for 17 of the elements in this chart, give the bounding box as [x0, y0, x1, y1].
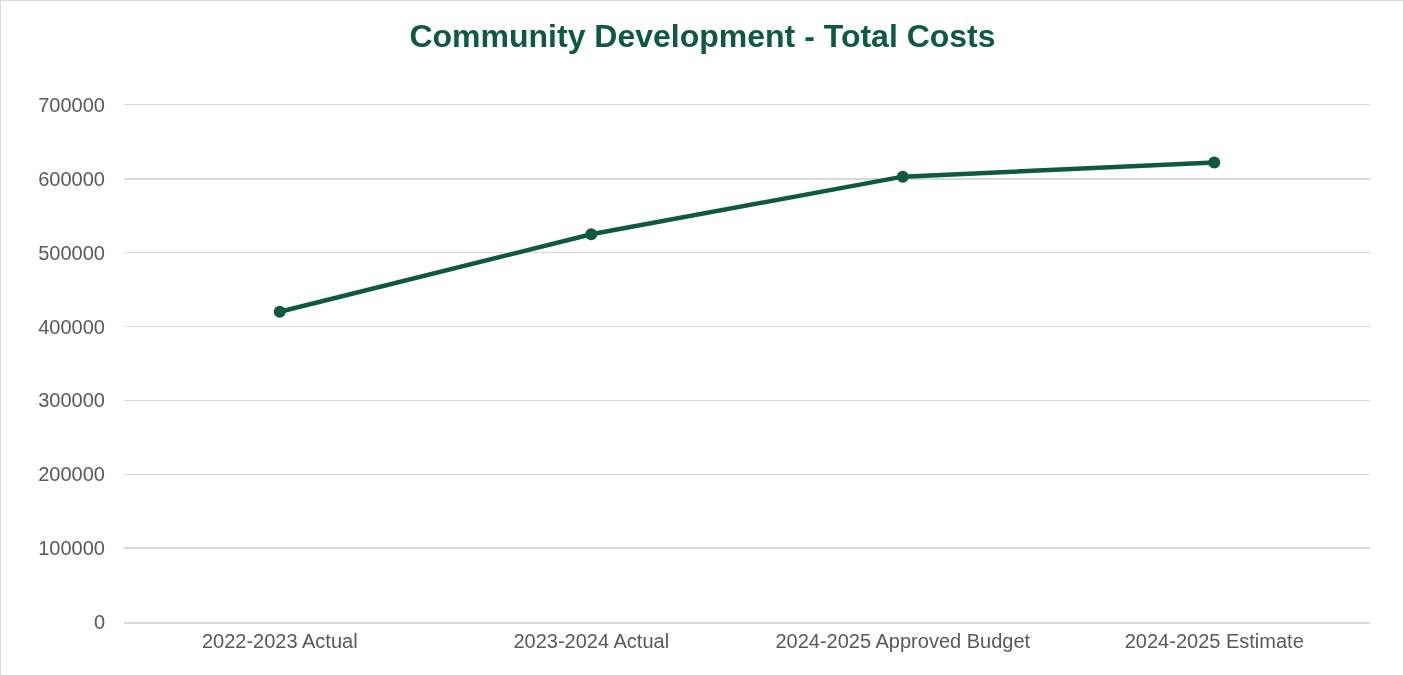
point — [273, 305, 286, 318]
y-tick-label: 200000 — [38, 463, 105, 486]
y-tick-label: 400000 — [38, 315, 105, 338]
point — [585, 228, 598, 241]
x-tick-label: 2023-2024 Actual — [513, 629, 670, 652]
y-tick-label: 300000 — [38, 389, 105, 412]
y-tick-label: 600000 — [38, 167, 105, 190]
x-tick-label: 2024-2025 Approved Budget — [775, 629, 1031, 652]
y-tick-label: 700000 — [38, 94, 105, 116]
point — [896, 170, 909, 183]
x-tick-label: 2022-2023 Actual — [201, 629, 358, 652]
y-tick-label: 0 — [93, 611, 105, 633]
point — [1208, 156, 1221, 169]
chart-title: Community Development - Total Costs — [409, 18, 996, 55]
y-tick-label: 500000 — [38, 241, 105, 264]
y-tick-label: 100000 — [38, 537, 105, 560]
x-tick-label: 2024-2025 Estimate — [1124, 629, 1304, 652]
